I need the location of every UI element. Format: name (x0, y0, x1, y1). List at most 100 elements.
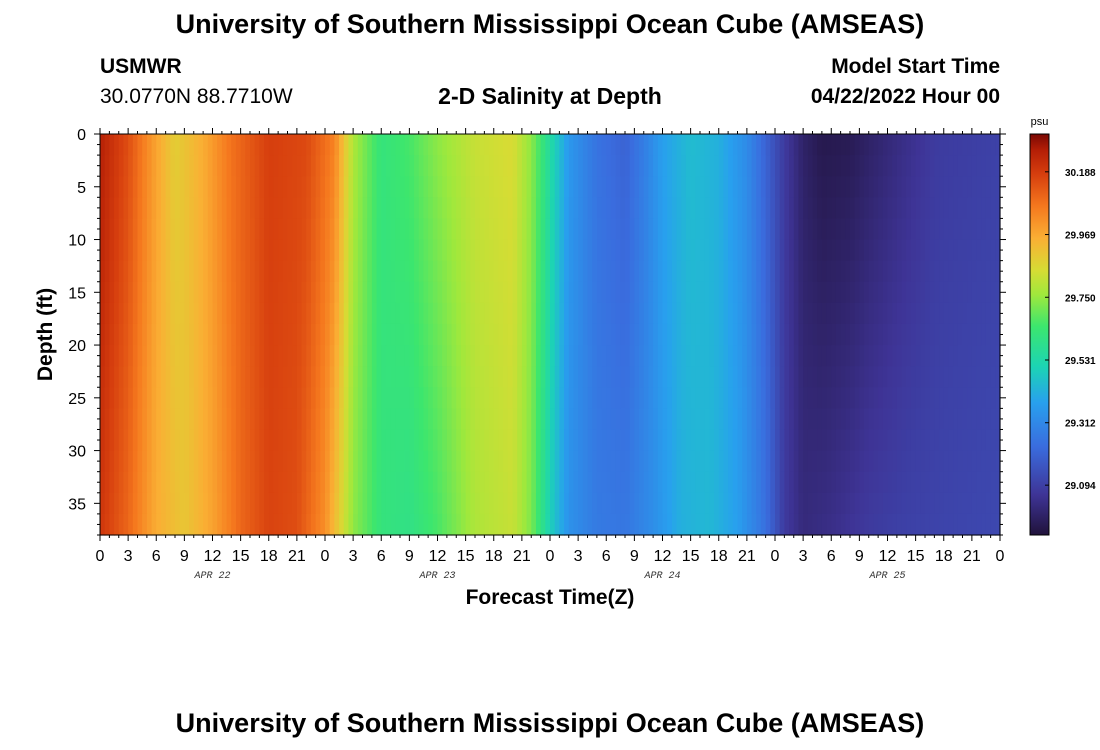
heatmap-cell (934, 302, 940, 325)
heatmap-cell (896, 323, 903, 346)
heatmap-cell (385, 408, 392, 431)
heatmap-cell (760, 323, 767, 346)
heatmap-cell (456, 260, 462, 283)
heatmap-cell (925, 429, 931, 452)
heatmap-cell (503, 281, 509, 304)
heatmap-cell (962, 197, 968, 220)
heatmap-cell (793, 260, 800, 283)
heatmap-cell (770, 450, 776, 473)
heatmap-cell (498, 345, 504, 367)
heatmap-cell (812, 387, 818, 409)
heatmap-cell (967, 176, 973, 198)
heatmap-cell (221, 197, 228, 220)
heatmap-cell (587, 323, 593, 346)
heatmap-cell (789, 408, 795, 431)
heatmap-cell (484, 302, 490, 325)
heatmap-cell (920, 176, 926, 198)
heatmap-cell (245, 408, 251, 431)
heatmap-cell (854, 176, 860, 198)
heatmap-cell (221, 387, 228, 409)
heatmap-cell (695, 239, 701, 262)
heatmap-cell (428, 450, 434, 473)
heatmap-cell (695, 323, 701, 346)
heatmap-cell (503, 197, 509, 220)
heatmap-cell (175, 513, 181, 536)
heatmap-cell (456, 513, 462, 536)
heatmap-cell (873, 176, 879, 198)
heatmap-cell (807, 492, 814, 515)
heatmap-cell (578, 281, 584, 304)
heatmap-cell (301, 134, 307, 156)
heatmap-cell (934, 450, 940, 473)
x-tick-label: 0 (321, 548, 330, 565)
heatmap-cell (985, 281, 992, 304)
heatmap-cell (296, 387, 303, 409)
heatmap-cell (437, 408, 443, 431)
heatmap-cell (901, 513, 907, 536)
heatmap-cell (751, 450, 757, 473)
heatmap-cell (306, 513, 312, 536)
heatmap-cell (568, 155, 575, 177)
heatmap-cell (925, 197, 931, 220)
x-tick-label: 21 (963, 548, 981, 565)
heatmap-cell (685, 218, 692, 241)
heatmap-cell (550, 323, 556, 346)
heatmap-cell (442, 471, 448, 494)
heatmap-cell (142, 218, 148, 241)
heatmap-cell (732, 281, 739, 304)
heatmap-cell (128, 387, 134, 409)
heatmap-cell (868, 492, 875, 515)
heatmap-cell (995, 176, 1001, 198)
heatmap-cell (896, 155, 903, 177)
heatmap-cell (184, 239, 190, 262)
heatmap-cell (175, 408, 181, 431)
heatmap-cell (615, 176, 621, 198)
heatmap-cell (165, 302, 171, 325)
heatmap-cell (878, 471, 884, 494)
heatmap-cell (634, 366, 640, 388)
heatmap-cell (629, 218, 635, 241)
heatmap-cell (620, 408, 626, 431)
heatmap-cell (414, 366, 420, 388)
heatmap-cell (709, 450, 715, 473)
heatmap-cell (184, 134, 190, 156)
heatmap-cell (160, 260, 167, 283)
heatmap-cell (742, 260, 748, 283)
heatmap-cell (287, 513, 293, 536)
heatmap-cell (521, 513, 528, 536)
heatmap-cell (760, 513, 767, 536)
heatmap-cell (756, 197, 762, 220)
heatmap-cell (165, 408, 171, 431)
heatmap-cell (470, 387, 476, 409)
heatmap-cell (850, 239, 856, 262)
heatmap-cell (929, 387, 935, 409)
heatmap-cell (779, 176, 785, 198)
heatmap-cell (278, 345, 284, 367)
heatmap-cell (212, 323, 218, 346)
heatmap-cell (817, 492, 823, 515)
heatmap-cell (193, 450, 200, 473)
heatmap-cell (400, 345, 406, 367)
heatmap-cell (118, 387, 125, 409)
heatmap-cell (568, 387, 575, 409)
heatmap-cell (878, 429, 884, 452)
heatmap-cell (512, 471, 518, 494)
heatmap-cell (728, 134, 734, 156)
heatmap-cell (100, 513, 106, 536)
heatmap-cell (376, 492, 382, 515)
heatmap-cell (414, 471, 420, 494)
heatmap-cell (878, 366, 884, 388)
heatmap-cell (503, 260, 509, 283)
heatmap-cell (723, 281, 729, 304)
heatmap-cell (639, 366, 645, 388)
heatmap-cell (751, 387, 757, 409)
heatmap-cell (714, 492, 720, 515)
heatmap-cell (357, 450, 364, 473)
heatmap-cell (175, 323, 181, 346)
heatmap-cell (217, 366, 223, 388)
heatmap-cell (362, 197, 368, 220)
heatmap-cell (957, 134, 964, 156)
heatmap-cell (259, 302, 265, 325)
heatmap-cell (451, 281, 457, 304)
heatmap-cell (634, 429, 640, 452)
